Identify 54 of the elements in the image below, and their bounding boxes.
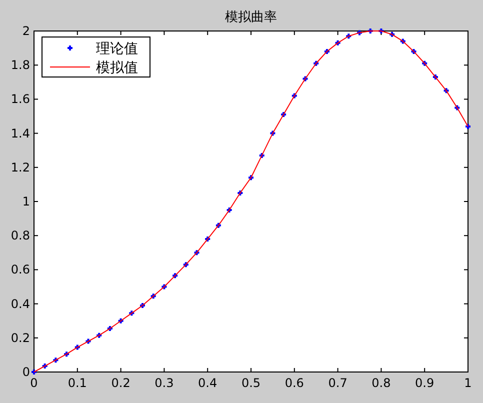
point (182, 261, 190, 268)
legend-label: 模拟值 (96, 60, 138, 76)
point (269, 130, 276, 137)
point (345, 32, 352, 40)
y-tick-label: 0.4 (10, 296, 30, 311)
point (193, 249, 200, 256)
y-tick-label: 0 (22, 365, 30, 379)
point (150, 292, 157, 300)
point (84, 338, 92, 345)
y-tick-label: 2 (22, 24, 30, 38)
y-tick-label: 1.4 (10, 126, 30, 140)
x-tick-label: 0.4 (198, 376, 218, 390)
y-tick-label: 1.2 (10, 160, 30, 174)
y-tick-label: 1.6 (10, 92, 30, 106)
point (117, 317, 124, 324)
point (128, 310, 136, 317)
x-tick-label: 0.5 (241, 376, 261, 390)
point (388, 30, 396, 38)
x-tick-label: 0.8 (372, 376, 391, 390)
point (366, 28, 374, 34)
point (52, 356, 60, 364)
point (378, 28, 385, 34)
point (356, 29, 363, 36)
point (30, 368, 38, 376)
x-tick-label: 1 (464, 376, 472, 390)
point (399, 38, 406, 45)
chart-title: 模拟曲率 (225, 9, 277, 25)
y-tick-label: 1.8 (10, 58, 30, 72)
line-series (34, 30, 468, 372)
x-tick-label: 0.2 (111, 376, 130, 390)
point (334, 39, 342, 46)
point (214, 222, 222, 229)
x-tick-label: 0.7 (328, 376, 348, 390)
point (454, 104, 461, 112)
x-tick-label: 0.6 (284, 376, 304, 390)
legend-label: 理论值 (96, 41, 138, 57)
point (421, 60, 428, 67)
y-tick-label: 1 (22, 194, 30, 208)
point (248, 174, 254, 182)
point (442, 87, 450, 94)
point (74, 344, 81, 351)
point (312, 60, 320, 67)
point (160, 283, 168, 290)
x-tick-label: 0.1 (68, 376, 87, 390)
point (302, 75, 309, 82)
y-tick-label: 0.6 (10, 262, 30, 277)
y-tick-label: 0.2 (10, 330, 30, 345)
point (290, 92, 298, 100)
x-tick-label: 0.3 (154, 376, 174, 390)
y-tick-label: 0.8 (10, 228, 30, 243)
x-tick-label: 0.9 (415, 376, 434, 390)
point (63, 350, 70, 358)
point (96, 332, 103, 339)
point (172, 272, 179, 280)
